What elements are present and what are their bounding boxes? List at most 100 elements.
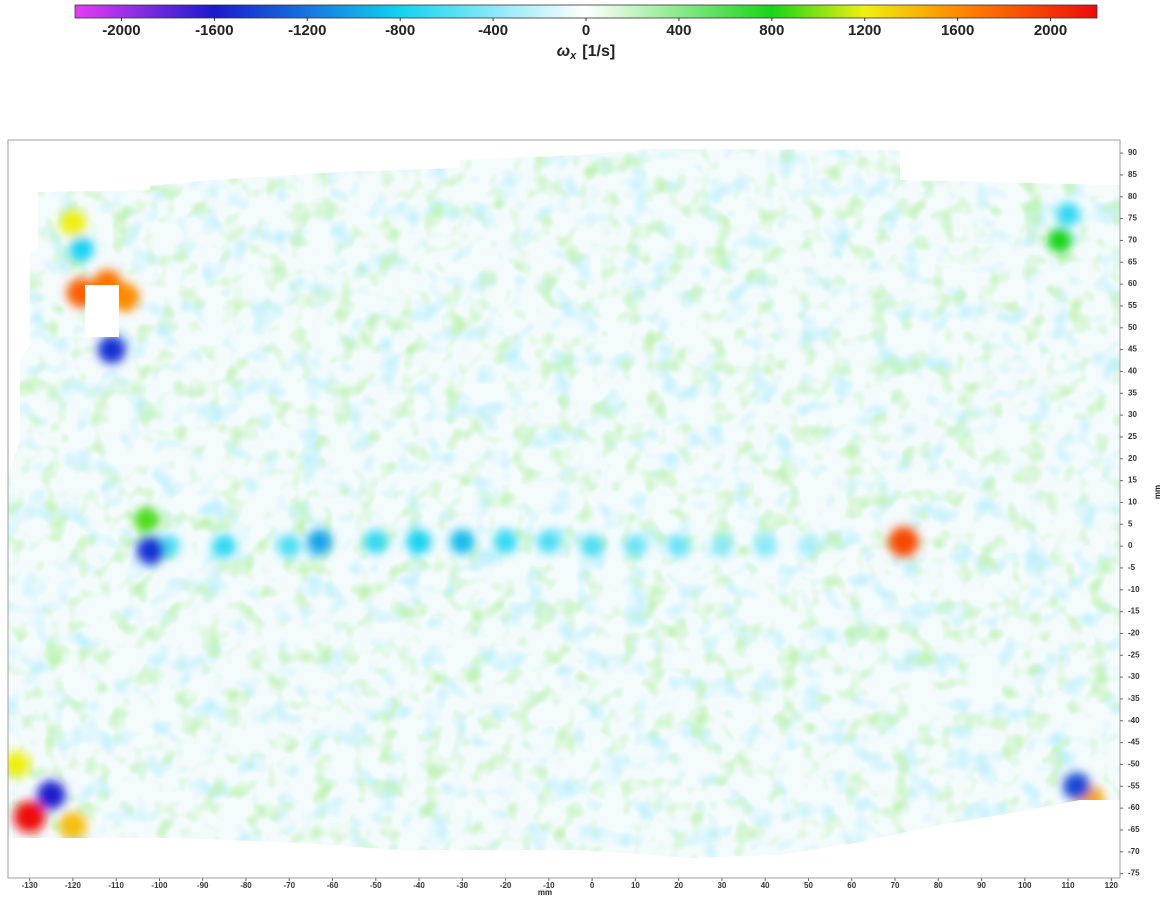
y-tick-label: -25 xyxy=(1128,650,1140,659)
y-tick-label: 60 xyxy=(1128,279,1137,288)
vorticity-spot xyxy=(277,534,301,558)
symbol: ω xyxy=(557,43,570,60)
vorticity-spot xyxy=(1047,228,1072,253)
x-tick-label: -70 xyxy=(283,881,295,890)
vorticity-spot xyxy=(797,535,820,557)
y-tick-label: 25 xyxy=(1128,432,1137,441)
y-tick-label: -15 xyxy=(1128,607,1140,616)
x-tick-label: 40 xyxy=(761,881,770,890)
x-tick-label: -40 xyxy=(413,881,425,890)
subscript: x xyxy=(569,50,577,62)
x-tick-label: -20 xyxy=(500,881,512,890)
vorticity-spot xyxy=(624,534,647,558)
y-tick-label: 50 xyxy=(1128,323,1137,332)
x-tick-label: -130 xyxy=(22,881,39,890)
y-tick-label: 55 xyxy=(1128,301,1137,310)
vorticity-spot xyxy=(13,800,46,833)
vorticity-spot xyxy=(667,534,691,558)
y-tick-label: -60 xyxy=(1128,803,1140,812)
vorticity-spot xyxy=(212,534,237,559)
x-tick-label: 60 xyxy=(847,881,856,890)
colorbar-tick-label: -800 xyxy=(385,22,415,39)
x-tick-label: 100 xyxy=(1018,881,1032,890)
y-tick-label: -20 xyxy=(1128,629,1140,638)
colorbar-label: ωx [1/s] xyxy=(557,43,615,62)
vorticity-spot xyxy=(134,507,159,533)
vorticity-spot xyxy=(59,209,87,237)
vorticity-spot xyxy=(136,536,165,565)
y-tick-label: 75 xyxy=(1128,214,1137,223)
x-tick-label: -50 xyxy=(370,881,382,890)
y-tick-label: 15 xyxy=(1128,476,1137,485)
y-tick-label: 35 xyxy=(1128,388,1137,397)
y-tick-label: 20 xyxy=(1128,454,1137,463)
colorbar-tick-label: 400 xyxy=(666,22,691,39)
frame xyxy=(7,139,1121,879)
colorbar-tick-label: -1200 xyxy=(288,22,326,39)
vorticity-spot xyxy=(493,529,518,554)
vorticity-spot xyxy=(888,526,919,557)
y-tick-label: -40 xyxy=(1128,716,1140,725)
x-tick-label: 20 xyxy=(674,881,683,890)
x-tick-label: -80 xyxy=(240,881,252,890)
y-tick-label: -55 xyxy=(1128,781,1140,790)
y-tick-label: 5 xyxy=(1128,519,1133,528)
x-tick-label: 50 xyxy=(804,881,813,890)
vorticity-spot xyxy=(580,534,604,558)
colorbar-tick-label: -400 xyxy=(478,22,508,39)
x-tick-label: -10 xyxy=(543,881,555,890)
colorbar-tick-label: 800 xyxy=(759,22,784,39)
y-tick-label: -45 xyxy=(1128,738,1140,747)
y-tick-label: 45 xyxy=(1128,345,1137,354)
y-tick-label: -5 xyxy=(1128,563,1136,572)
vorticity-spot xyxy=(69,236,94,262)
x-axis-label: mm xyxy=(538,888,552,897)
y-tick-label: 85 xyxy=(1128,170,1137,179)
vorticity-spot xyxy=(8,751,30,778)
x-tick-label: 70 xyxy=(891,881,900,890)
colorbar-tick-label: 1600 xyxy=(941,22,974,39)
colorbar-tick-label: -1600 xyxy=(195,22,233,39)
y-tick-label: -65 xyxy=(1128,825,1140,834)
vorticity-spot xyxy=(1056,202,1080,227)
vorticity-spot xyxy=(449,529,475,555)
colorbar-tick-label: 2000 xyxy=(1034,22,1067,39)
vorticity-spot xyxy=(406,529,432,554)
y-tick-label: -75 xyxy=(1128,869,1140,878)
x-tick-label: -110 xyxy=(108,881,124,890)
x-tick-label: -90 xyxy=(197,881,209,890)
y-tick-label: -70 xyxy=(1128,847,1140,856)
vorticity-spot xyxy=(363,529,388,554)
y-axis-label: mm xyxy=(1153,485,1162,499)
vorticity-spot xyxy=(36,780,66,810)
x-tick-label: -120 xyxy=(65,881,82,890)
vorticity-spot xyxy=(306,529,333,555)
x-tick-label: -60 xyxy=(327,881,339,890)
y-tick-label: 65 xyxy=(1128,257,1137,266)
colorbar-tick-label: 0 xyxy=(582,22,590,39)
colorbar-tick-label: -2000 xyxy=(102,22,140,39)
x-tick-label: 10 xyxy=(631,881,640,890)
y-tick-label: -10 xyxy=(1128,585,1140,594)
colorbar-tick-label: 1200 xyxy=(848,22,881,39)
x-tick-label: 0 xyxy=(590,881,595,890)
y-tick-label: 30 xyxy=(1128,410,1137,419)
vorticity-spot xyxy=(754,535,777,558)
vorticity-spot xyxy=(97,335,126,364)
x-tick-label: -100 xyxy=(151,881,168,890)
y-tick-label: 0 xyxy=(1128,541,1133,550)
y-tick-label: 90 xyxy=(1128,148,1137,157)
field xyxy=(8,149,1120,858)
y-tick-label: -50 xyxy=(1128,760,1140,769)
y-tick-label: 40 xyxy=(1128,367,1137,376)
colorbar xyxy=(74,4,1098,19)
y-tick-label: 10 xyxy=(1128,498,1137,507)
vorticity-spot xyxy=(537,530,561,554)
x-tick-label: 30 xyxy=(717,881,726,890)
y-tick-label: -35 xyxy=(1128,694,1140,703)
y-tick-label: -30 xyxy=(1128,672,1140,681)
x-tick-label: 90 xyxy=(977,881,986,890)
x-tick-label: 80 xyxy=(934,881,943,890)
vorticity-spot xyxy=(710,535,734,558)
